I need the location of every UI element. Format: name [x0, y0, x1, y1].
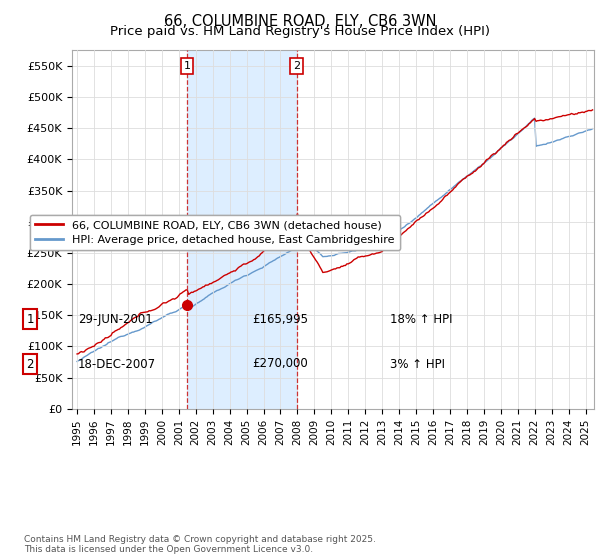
- Text: 1: 1: [184, 61, 191, 71]
- Text: 29-JUN-2001: 29-JUN-2001: [78, 312, 153, 326]
- Bar: [187, 50, 297, 409]
- Text: 18% ↑ HPI: 18% ↑ HPI: [390, 312, 452, 326]
- Text: 2: 2: [293, 61, 300, 71]
- Text: 66, COLUMBINE ROAD, ELY, CB6 3WN: 66, COLUMBINE ROAD, ELY, CB6 3WN: [164, 14, 436, 29]
- Text: Contains HM Land Registry data © Crown copyright and database right 2025.
This d: Contains HM Land Registry data © Crown c…: [24, 535, 376, 554]
- Legend: 66, COLUMBINE ROAD, ELY, CB6 3WN (detached house), HPI: Average price, detached : 66, COLUMBINE ROAD, ELY, CB6 3WN (detach…: [29, 214, 400, 250]
- Text: 2: 2: [26, 357, 34, 371]
- Text: £270,000: £270,000: [252, 357, 308, 371]
- Text: £165,995: £165,995: [252, 312, 308, 326]
- Text: 18-DEC-2007: 18-DEC-2007: [78, 357, 156, 371]
- Text: Price paid vs. HM Land Registry's House Price Index (HPI): Price paid vs. HM Land Registry's House …: [110, 25, 490, 38]
- Text: 1: 1: [26, 312, 34, 326]
- Text: 3% ↑ HPI: 3% ↑ HPI: [390, 357, 445, 371]
